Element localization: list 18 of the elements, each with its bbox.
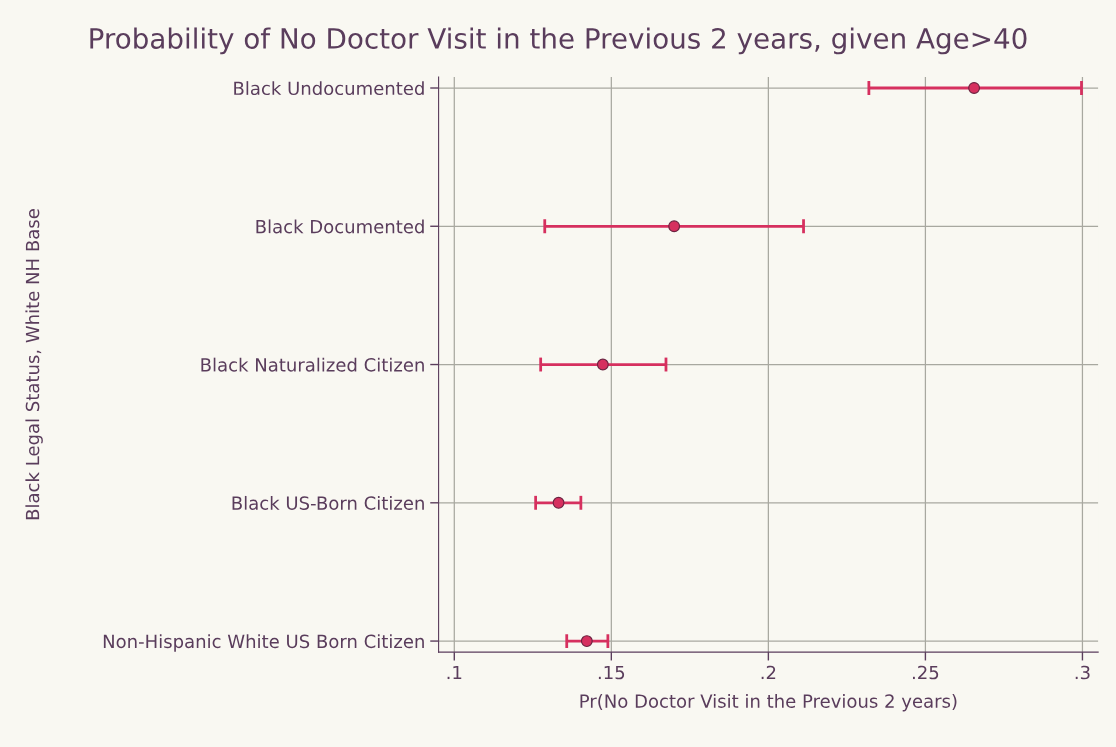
x-tick-label: .25 (912, 665, 939, 680)
y-tick-label: Black Documented (256, 219, 424, 234)
point (552, 496, 565, 509)
x-axis-title: Pr(No Doctor Visit in the Previous 2 years) (580, 693, 957, 712)
chart-title: Probability of No Doctor Visit in the Previous 2 years, given Age>40 (90, 27, 1027, 55)
point (668, 220, 681, 233)
x-tick-label: .3 (1075, 665, 1090, 680)
y-tick-label: Black US-Born Citizen (232, 495, 424, 510)
point (596, 358, 609, 371)
y-axis-title: Black Legal Status, White NH Base (25, 209, 43, 520)
y-tick-label: Black Undocumented (234, 81, 424, 96)
y-tick-label: Non-Hispanic White US Born Citizen (103, 634, 424, 652)
point (580, 635, 593, 648)
x-tick-label: .2 (761, 665, 776, 680)
y-tick-label: Black Naturalized Citizen (201, 357, 424, 372)
x-tick-label: .1 (447, 665, 462, 680)
point (968, 82, 981, 94)
x-tick-label: .15 (598, 665, 625, 680)
